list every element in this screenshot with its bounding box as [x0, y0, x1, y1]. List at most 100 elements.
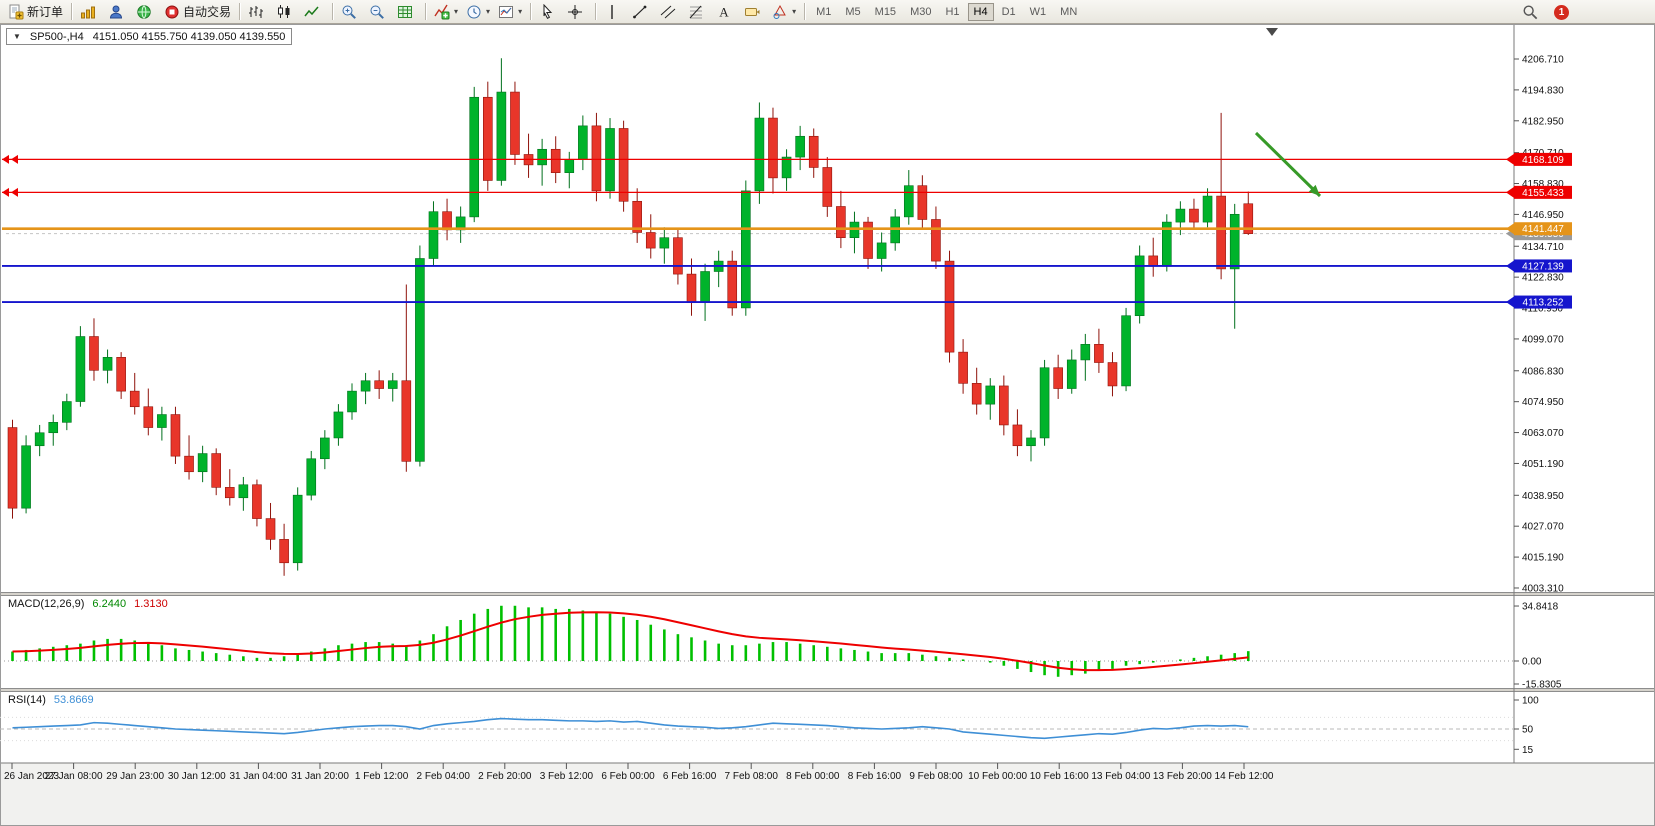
- market-watch-button[interactable]: [77, 1, 103, 23]
- candles: [7, 58, 1254, 576]
- candlestick-chart-button[interactable]: [273, 1, 299, 23]
- rsi-indicator-label: RSI(14) 53.8669: [8, 694, 94, 706]
- time-axis-label: 3 Feb 12:00: [540, 771, 594, 782]
- panel-splitter[interactable]: [0, 688, 1655, 692]
- periods-button[interactable]: ▾: [463, 1, 493, 23]
- price-axis: 4206.7104194.8304182.9504170.7104158.830…: [1514, 55, 1564, 594]
- chart-collapse-toggle-icon[interactable]: ▼: [13, 32, 21, 41]
- macd-histogram: [11, 605, 1250, 677]
- time-axis-label: 9 Feb 08:00: [909, 771, 963, 782]
- macd-name: MACD(12,26,9): [8, 598, 85, 610]
- crosshair-button[interactable]: [564, 1, 590, 23]
- toolbar-separator: [239, 3, 241, 20]
- autotrading-icon: [164, 4, 180, 20]
- main-toolbar: 新订单 自动交易 ▾ ▾ ▾ A ▾ M1 M5 M15 M30 H1 H4 D1 W1 MN 1: [0, 0, 1655, 24]
- rsi-axis-label: 15: [1522, 745, 1534, 756]
- svg-text:4113.252: 4113.252: [1523, 298, 1564, 309]
- time-axis-label: 6 Feb 16:00: [663, 771, 717, 782]
- svg-text:4168.109: 4168.109: [1522, 155, 1564, 166]
- dropdown-arrow-icon: ▾: [454, 6, 459, 16]
- timeframe-H1[interactable]: H1: [945, 5, 960, 18]
- price-axis-label: 4194.830: [1522, 85, 1564, 96]
- timeframe-D1[interactable]: D1: [1001, 5, 1016, 18]
- navigator-button[interactable]: [105, 1, 131, 23]
- zoom-in-button[interactable]: [338, 1, 364, 23]
- trendline-button[interactable]: [629, 1, 655, 23]
- time-axis-label: 30 Jan 12:00: [168, 771, 226, 782]
- bar-chart-icon: [248, 4, 264, 20]
- time-axis-label: 29 Jan 23:00: [106, 771, 164, 782]
- line-chart-button[interactable]: [301, 1, 327, 23]
- time-axis-label: 27 Jan 08:00: [45, 771, 103, 782]
- timeframe-M1[interactable]: M1: [816, 5, 832, 18]
- price-axis-label: 4038.950: [1522, 491, 1564, 502]
- bar-chart-button[interactable]: [245, 1, 271, 23]
- template-icon: [498, 4, 514, 20]
- rsi-line: [12, 717, 1249, 740]
- horizontal-line-4155.433[interactable]: [2, 187, 1514, 197]
- timeframe-M5[interactable]: M5: [845, 5, 861, 18]
- equidistant-channel-button[interactable]: [657, 1, 683, 23]
- timeframe-M30[interactable]: M30: [910, 5, 932, 18]
- timeframe-H4[interactable]: H4: [967, 2, 994, 21]
- auto-trading-button[interactable]: 自动交易: [161, 1, 234, 23]
- price-label-4113.252: 4113.252: [1506, 295, 1572, 309]
- panel-splitter[interactable]: [0, 592, 1655, 596]
- chart-window: 4206.7104194.8304182.9504170.7104158.830…: [0, 24, 1655, 826]
- price-axis-label: 4206.710: [1522, 55, 1564, 66]
- macd-signal-line: [12, 611, 1249, 672]
- horizontal-line-4168.109[interactable]: [2, 154, 1514, 164]
- cursor-button[interactable]: [536, 1, 562, 23]
- price-axis-label: 4099.070: [1522, 334, 1564, 345]
- terminal-button[interactable]: [133, 1, 159, 23]
- search-button[interactable]: [1519, 1, 1545, 23]
- time-axis-label: 7 Feb 08:00: [725, 771, 779, 782]
- search-icon: [1522, 4, 1538, 20]
- arrows-button[interactable]: ▾: [769, 1, 799, 23]
- chart-symbol-period: SP500-,H4: [29, 30, 84, 43]
- timeframe-MN[interactable]: MN: [1060, 5, 1078, 18]
- svg-text:4127.139: 4127.139: [1522, 261, 1564, 272]
- timeframe-M15[interactable]: M15: [874, 5, 897, 18]
- time-axis-label: 8 Feb 16:00: [848, 771, 902, 782]
- time-axis-label: 13 Feb 20:00: [1153, 771, 1212, 782]
- timeframe-W1[interactable]: W1: [1029, 5, 1047, 18]
- templates-button[interactable]: ▾: [495, 1, 525, 23]
- dropdown-arrow-icon: ▾: [792, 6, 797, 16]
- chart-ohlc-values: 4151.050 4155.750 4139.050 4139.550: [92, 30, 286, 43]
- macd-main-value: 6.2440: [92, 598, 127, 610]
- new-order-label: 新订单: [27, 5, 64, 19]
- chart-shift-marker-icon[interactable]: [1266, 28, 1278, 36]
- svg-text:A: A: [719, 4, 729, 19]
- shapes-icon: [772, 4, 788, 20]
- text-label-button[interactable]: [741, 1, 767, 23]
- vertical-line-button[interactable]: [601, 1, 627, 23]
- trend-arrow-annotation[interactable]: [1254, 131, 1322, 198]
- vline-icon: [604, 4, 620, 20]
- auto-trading-label: 自动交易: [183, 5, 232, 19]
- text-icon: A: [716, 4, 732, 20]
- text-button[interactable]: A: [713, 1, 739, 23]
- price-axis-label: 4015.190: [1522, 553, 1564, 564]
- zoom-in-icon: [341, 4, 357, 20]
- notification-badge[interactable]: 1: [1554, 4, 1569, 20]
- rsi-name: RSI(14): [8, 694, 46, 706]
- candlestick-icon: [276, 4, 292, 20]
- rsi-axis-label: 50: [1522, 725, 1534, 736]
- zoom-out-button[interactable]: [366, 1, 392, 23]
- price-axis-label: 4074.950: [1522, 397, 1564, 408]
- tile-windows-button[interactable]: [394, 1, 420, 23]
- price-axis-label: 4027.070: [1522, 522, 1564, 533]
- fibonacci-icon: [688, 4, 704, 20]
- crosshair-icon: [567, 4, 583, 20]
- line-chart-icon: [304, 4, 320, 20]
- time-axis-label: 10 Feb 16:00: [1030, 771, 1089, 782]
- new-order-button[interactable]: 新订单: [5, 1, 66, 23]
- toolbar-separator: [425, 3, 427, 20]
- fibonacci-retracement-button[interactable]: [685, 1, 711, 23]
- price-axis-label: 4063.070: [1522, 428, 1564, 439]
- time-axis-label: 14 Feb 12:00: [1215, 771, 1274, 782]
- indicators-button[interactable]: ▾: [431, 1, 461, 23]
- macd-axis-label: 34.8418: [1522, 602, 1559, 613]
